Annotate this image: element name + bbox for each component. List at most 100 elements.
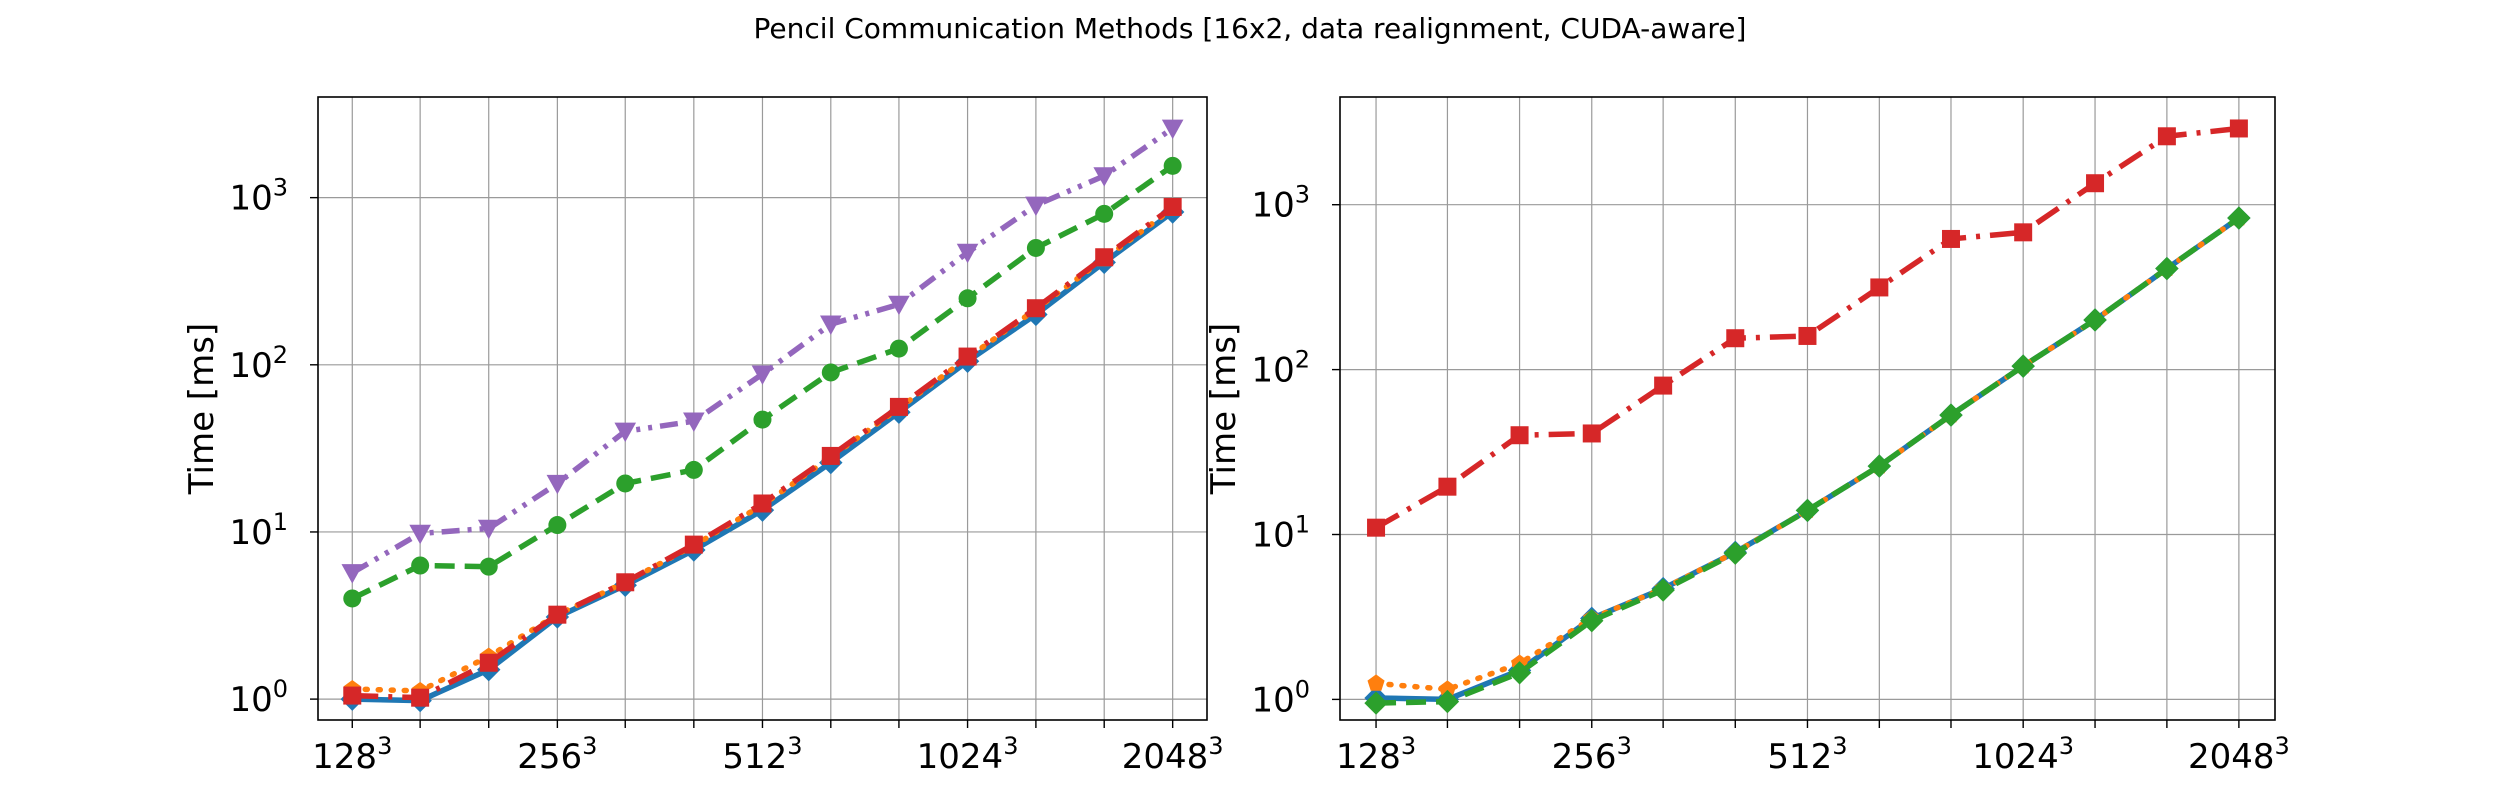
data-point (1093, 167, 1116, 187)
data-point (1435, 689, 1460, 714)
data-point (2227, 206, 2251, 230)
y-axis-label: Time [ms] (1204, 323, 1244, 495)
y-tick-base: 10 (1251, 186, 1294, 226)
data-point (2229, 119, 2248, 138)
x-tick-exponent: 3 (1832, 732, 1847, 760)
x-tick-label: 2563 (517, 732, 597, 777)
y-tick-exponent: 1 (1295, 511, 1310, 539)
data-point (753, 494, 772, 513)
data-point (889, 339, 908, 358)
x-tick-label: 10243 (917, 732, 1019, 777)
series (1364, 206, 2251, 715)
y-tick-base: 10 (229, 513, 272, 553)
data-point (1026, 238, 1045, 257)
y-tick-base: 10 (1251, 680, 1294, 720)
data-point (343, 589, 362, 608)
data-point (1867, 454, 1892, 478)
x-tick-base: 1024 (917, 737, 1004, 777)
data-point (1364, 691, 1388, 715)
series (341, 119, 1184, 584)
y-tick-exponent: 2 (1295, 346, 1310, 374)
y-tick-base: 10 (229, 346, 272, 386)
x-tick-base: 128 (1336, 737, 1401, 777)
data-point (341, 564, 364, 584)
data-point (1580, 609, 1604, 633)
data-point (1582, 424, 1601, 443)
data-point (409, 524, 431, 545)
data-point (1163, 156, 1182, 175)
y-tick-label: 101 (229, 508, 288, 553)
data-point (2155, 256, 2179, 281)
x-tick-label: 1283 (1336, 732, 1416, 777)
data-point (411, 556, 430, 575)
data-point (2083, 308, 2107, 332)
x-tick-label: 20483 (1122, 732, 1224, 777)
data-point (548, 516, 567, 535)
series (343, 156, 1182, 608)
y-tick-label: 103 (229, 174, 288, 219)
x-tick-exponent: 3 (787, 732, 802, 760)
data-point (683, 412, 705, 432)
data-point (1870, 278, 1889, 297)
data-point (1723, 541, 1747, 565)
data-point (616, 474, 635, 493)
y-tick-exponent: 0 (1295, 675, 1310, 703)
x-tick-exponent: 3 (2059, 732, 2074, 760)
data-point (753, 410, 772, 429)
y-tick-label: 100 (229, 675, 288, 720)
data-point (888, 295, 910, 316)
data-point (1161, 119, 1184, 140)
data-point (819, 315, 842, 335)
data-point (958, 289, 977, 308)
data-point (1726, 329, 1745, 348)
x-tick-base: 128 (312, 737, 377, 777)
data-point (889, 397, 908, 416)
y-tick-exponent: 3 (1295, 181, 1310, 209)
data-point (751, 365, 774, 385)
x-tick-label: 5123 (1767, 732, 1847, 777)
x-tick-base: 2048 (1122, 737, 1209, 777)
data-point (1939, 403, 1963, 427)
x-tick-base: 256 (517, 737, 582, 777)
y-tick-exponent: 1 (273, 508, 288, 536)
data-point (1510, 426, 1529, 445)
data-point (1651, 578, 1675, 602)
x-tick-label: 2563 (1552, 732, 1632, 777)
data-point (479, 557, 498, 576)
x-tick-exponent: 3 (1003, 732, 1018, 760)
data-point (1438, 680, 1456, 697)
data-point (1163, 197, 1182, 216)
data-point (343, 686, 362, 705)
data-point (1507, 661, 1532, 685)
y-tick-exponent: 0 (273, 675, 288, 703)
data-point (2086, 174, 2105, 193)
data-point (2157, 127, 2176, 146)
y-tick-label: 102 (229, 341, 288, 386)
data-point (411, 688, 430, 707)
x-tick-base: 512 (722, 737, 787, 777)
x-tick-exponent: 3 (582, 732, 597, 760)
data-point (1438, 477, 1457, 496)
data-point (1095, 204, 1114, 223)
x-tick-exponent: 3 (1401, 732, 1416, 760)
y-tick-base: 10 (1251, 516, 1294, 556)
x-tick-base: 256 (1552, 737, 1617, 777)
data-point (1795, 498, 1820, 523)
y-tick-base: 10 (229, 680, 272, 720)
data-point (958, 347, 977, 366)
x-tick-exponent: 3 (1617, 732, 1632, 760)
data-point (548, 605, 567, 624)
data-point (1654, 376, 1673, 395)
x-tick-base: 2048 (2188, 737, 2275, 777)
y-tick-label: 102 (1251, 346, 1310, 391)
y-tick-label: 101 (1251, 511, 1310, 556)
grid (1340, 97, 2275, 720)
x-tick-label: 5123 (722, 732, 802, 777)
data-point (479, 653, 498, 672)
x-tick-label: 10243 (1972, 732, 2074, 777)
x-tick-base: 512 (1767, 737, 1832, 777)
figure-title: Pencil Communication Methods [16x2, data… (754, 12, 1747, 45)
